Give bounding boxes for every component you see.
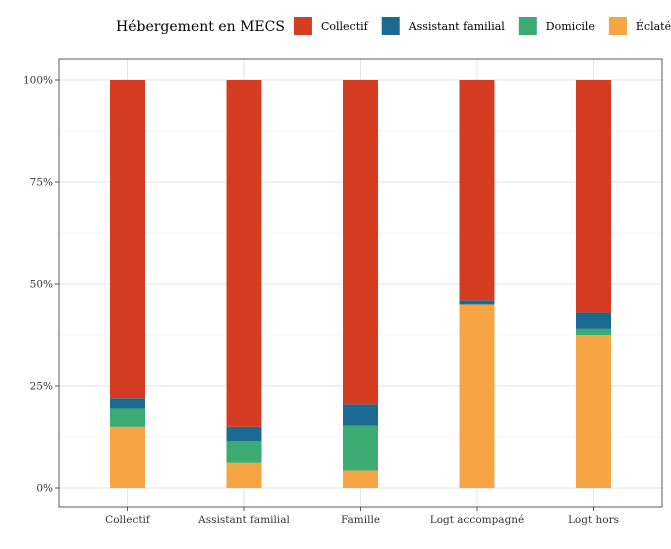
legend-key <box>518 17 537 35</box>
legend-label: Domicile <box>546 20 595 33</box>
legend-key <box>381 17 400 35</box>
bar-segment <box>226 426 262 442</box>
legend-label: Assistant familial <box>408 20 506 33</box>
bar-segment <box>459 300 495 305</box>
x-tick-label: Logt hors <box>568 514 619 526</box>
y-tick-label: 50% <box>30 279 53 291</box>
bar-segment <box>110 426 145 488</box>
x-tick-label: Logt accompagné <box>430 514 525 526</box>
legend-label: Éclaté <box>636 19 671 33</box>
bar-segment <box>343 425 378 471</box>
legend-label: Collectif <box>321 20 369 33</box>
bar-segment <box>110 398 145 409</box>
bar-segment <box>343 470 378 488</box>
bar-segment <box>226 80 262 427</box>
bar-segment <box>576 80 611 313</box>
bar-segment <box>576 312 611 329</box>
x-tick-label: Assistant familial <box>197 514 290 526</box>
bar-segment <box>226 462 262 488</box>
legend-title: Hébergement en MECS <box>116 19 285 35</box>
bar-segment <box>343 80 378 405</box>
bar-segment <box>459 304 495 488</box>
bar-segment <box>459 80 495 301</box>
y-tick-label: 0% <box>36 483 53 495</box>
y-tick-label: 75% <box>30 177 53 189</box>
bar-segment <box>110 80 145 399</box>
bar-segment <box>576 335 611 488</box>
bar-segment <box>576 328 611 335</box>
legend: Hébergement en MECS Collectif Assistant f… <box>116 17 671 35</box>
y-tick-label: 25% <box>30 381 53 393</box>
bar-segment <box>226 441 262 463</box>
legend-key <box>293 17 312 35</box>
bar-segment <box>343 404 378 426</box>
x-tick-label: Famille <box>341 514 380 526</box>
y-tick-label: 100% <box>23 75 53 87</box>
axes: 0% 25% 50% 75% 100% Collectif Assistant famili… <box>23 58 663 526</box>
bar-segment <box>110 408 145 427</box>
x-tick-label: Collectif <box>105 514 151 526</box>
bars <box>110 80 611 488</box>
legend-key <box>608 17 627 35</box>
